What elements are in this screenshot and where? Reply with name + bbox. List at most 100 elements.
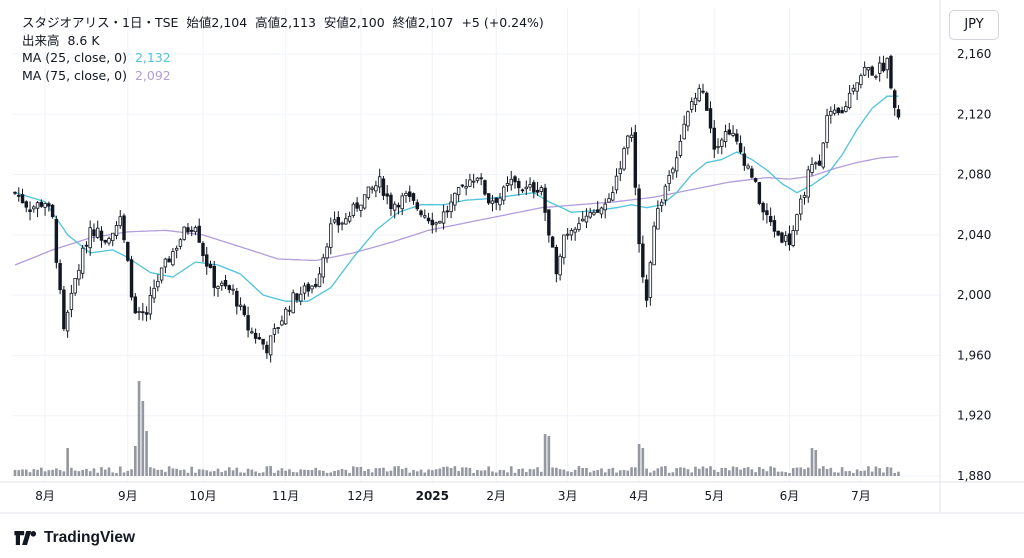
volume-bar xyxy=(156,469,160,476)
time-axis[interactable]: 8月 9月 10月 11月 12月 2025 2月 3月 4月 5月 6月 7月 xyxy=(35,489,870,503)
candle-up xyxy=(299,293,303,302)
candle-down xyxy=(28,209,32,213)
x-tick-label: 9月 xyxy=(118,489,138,503)
open-label: 始値 xyxy=(186,15,212,30)
volume-bar xyxy=(348,472,351,476)
volume-bar xyxy=(709,466,712,476)
volume-bar xyxy=(367,469,370,476)
candle-down xyxy=(727,129,732,135)
candle-down xyxy=(50,204,55,218)
tradingview-logo[interactable]: TradingView xyxy=(14,527,135,549)
volume-bar xyxy=(543,434,547,476)
close-value: 2,107 xyxy=(417,15,454,30)
candle-down xyxy=(742,153,747,166)
candle-up xyxy=(152,287,156,299)
currency-button[interactable]: JPY xyxy=(949,10,999,40)
volume-bar xyxy=(848,471,851,476)
volume-bar xyxy=(205,470,209,476)
volume-bar xyxy=(784,472,788,476)
candle-down xyxy=(817,160,822,166)
volume-bar xyxy=(893,472,897,476)
volume-bar xyxy=(773,467,776,476)
candle-down xyxy=(122,215,126,241)
candle-up xyxy=(584,215,589,223)
volume-bar xyxy=(494,472,498,476)
candle-up xyxy=(611,192,615,201)
y-tick-label: 2,120 xyxy=(957,107,991,121)
volume-bar xyxy=(333,470,336,476)
volume-bar xyxy=(359,466,363,476)
candle-up xyxy=(565,233,570,236)
volume-bar xyxy=(400,469,404,476)
volume-bar xyxy=(724,467,727,476)
candle-up xyxy=(268,335,273,356)
volume-bar xyxy=(427,469,430,476)
candle-up xyxy=(95,227,100,238)
candle-down xyxy=(550,236,555,248)
candle-up xyxy=(332,219,337,223)
volume-bar xyxy=(227,467,231,476)
volume-bar xyxy=(404,467,408,476)
candle-up xyxy=(832,109,837,114)
volume-bar xyxy=(55,468,58,476)
candle-up xyxy=(885,57,889,71)
candle-up xyxy=(464,186,468,189)
candle-down xyxy=(201,242,205,257)
candle-up xyxy=(592,211,596,215)
volume-bar xyxy=(791,468,795,476)
candle-up xyxy=(250,331,254,334)
candle-up xyxy=(73,277,77,294)
candle-up xyxy=(731,132,735,136)
volume-bar xyxy=(821,466,825,476)
volume-bar xyxy=(130,469,133,476)
candle-up xyxy=(686,111,690,127)
candle-down xyxy=(705,92,709,111)
volume-bar xyxy=(852,472,855,476)
volume-bar xyxy=(528,469,532,476)
candle-down xyxy=(314,283,318,287)
candle-down xyxy=(772,220,777,232)
volume-bar xyxy=(776,471,780,476)
volume-bar xyxy=(88,471,92,476)
volume-bar xyxy=(555,467,558,476)
volume-bar xyxy=(799,467,803,476)
volume-bar xyxy=(224,470,227,476)
candle-down xyxy=(408,191,412,197)
y-tick-label: 2,040 xyxy=(957,228,991,242)
ma25-row[interactable]: MA (25, close, 0) 2,132 xyxy=(22,49,544,67)
price-axis[interactable]: 1,880 1,920 1,960 2,000 2,040 2,080 2,120 2,160 xyxy=(957,47,991,483)
volume-bar xyxy=(152,468,156,476)
volume-bar xyxy=(487,466,491,476)
candle-down xyxy=(543,187,547,213)
candle-down xyxy=(761,202,765,213)
candle-up xyxy=(528,184,532,188)
volume-bar xyxy=(430,470,434,476)
volume-bar xyxy=(385,471,389,476)
candle-up xyxy=(558,255,562,276)
candle-up xyxy=(156,280,160,288)
volume-bar xyxy=(412,469,415,476)
candle-down xyxy=(257,337,262,340)
candle-down xyxy=(889,55,893,89)
candle-up xyxy=(791,230,795,246)
volume-bar xyxy=(273,472,276,476)
volume-bar xyxy=(118,466,122,476)
volume-bar xyxy=(96,472,100,476)
volume-bar xyxy=(765,471,769,476)
candle-down xyxy=(84,244,89,247)
volume-bar xyxy=(280,468,284,476)
volume-bar xyxy=(697,468,701,476)
volume-bar xyxy=(769,466,772,476)
volume-bar xyxy=(133,446,137,476)
volume-bar xyxy=(81,469,84,476)
high-label: 高値 xyxy=(255,15,281,30)
symbol-title[interactable]: スタジオアリス・1日・TSE xyxy=(22,15,179,30)
candle-down xyxy=(411,193,416,201)
candle-down xyxy=(242,305,247,315)
candle-up xyxy=(291,292,295,314)
candle-down xyxy=(735,133,739,142)
volume-bar xyxy=(566,471,569,476)
volume-bar xyxy=(160,469,163,476)
ma75-row[interactable]: MA (75, close, 0) 2,092 xyxy=(22,67,544,85)
